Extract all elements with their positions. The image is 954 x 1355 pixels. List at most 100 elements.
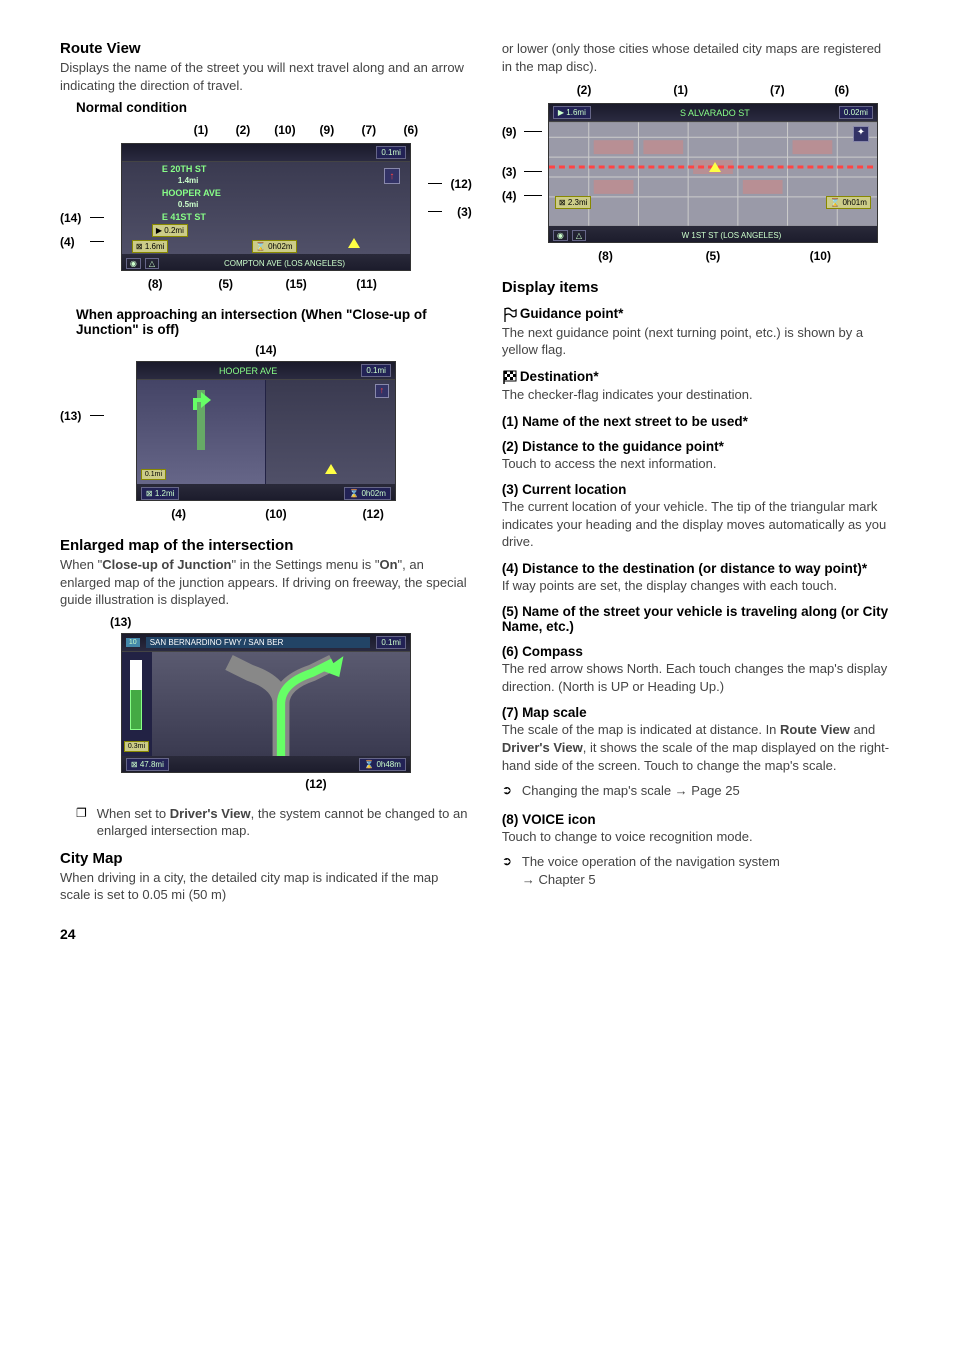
text: " in the Settings menu is " <box>231 557 379 572</box>
normal-condition-heading: Normal condition <box>76 100 472 115</box>
item6-body: The red arrow shows North. Each touch ch… <box>502 660 894 695</box>
nav-scale: 0.1mi <box>376 146 406 159</box>
vehicle-icon <box>709 162 721 172</box>
fig1-top-callouts: (1) (2) (10) (9) (7) (6) <box>60 121 472 139</box>
callout: (2) <box>222 123 264 137</box>
eta: 0h02m <box>268 242 292 251</box>
enlarged-body: When "Close-up of Junction" in the Setti… <box>60 556 472 609</box>
callout: (5) <box>659 249 766 263</box>
display-items-heading: Display items <box>502 279 894 296</box>
eta: 0h02m <box>361 489 385 498</box>
fig2-bottom-callouts: (4) (10) (12) <box>60 505 472 523</box>
vehicle-icon <box>325 464 337 474</box>
text: Guidance point* <box>520 306 624 321</box>
current-street: COMPTON AVE (LOS ANGELES) <box>163 259 406 268</box>
street-label: SAN BERNARDINO FWY / SAN BER <box>146 637 371 648</box>
figure-2-wrap: (14) (13) HOOPER AVE 0.1mi <box>60 343 472 523</box>
dest-dist: 1.6mi <box>145 242 165 251</box>
item7-heading: (7) Map scale <box>502 705 894 720</box>
item3-heading: (3) Current location <box>502 482 894 497</box>
item7-ref: ➲ Changing the map's scale → Page 25 <box>502 782 894 802</box>
item6-heading: (6) Compass <box>502 644 894 659</box>
compass-icon: ✦ <box>853 126 869 142</box>
eta: 0h01m <box>842 198 866 207</box>
fig1-bottom-callouts: (8) (5) (15) (11) <box>60 275 472 293</box>
callout: (8) <box>120 277 190 291</box>
freeway-junction-icon <box>152 652 410 756</box>
callout: (10) <box>264 123 306 137</box>
callout: (4) <box>130 507 227 521</box>
text: When set to <box>97 806 170 821</box>
eta: 0h48m <box>376 760 400 769</box>
callout: (6) <box>390 123 432 137</box>
text: Destination* <box>520 369 599 384</box>
street-label: E 20TH ST <box>162 164 207 174</box>
callout: (12) <box>160 777 472 791</box>
turn-arrow-icon <box>189 390 213 414</box>
item7-ref-text: Changing the map's scale → Page 25 <box>522 782 740 800</box>
text: and <box>850 722 875 737</box>
callout: (10) <box>227 507 324 521</box>
callout: (14) <box>60 343 472 357</box>
street-label: HOOPER AVE <box>162 188 221 198</box>
text: Driver's View <box>170 806 251 821</box>
item1-heading: (1) Name of the next street to be used* <box>502 414 894 429</box>
callout: (8) <box>552 249 659 263</box>
callout: (12) <box>450 177 471 191</box>
callout: (4) <box>60 235 75 249</box>
item8-ref: ➲ The voice operation of the navigation … <box>502 853 894 890</box>
guide-dist: 0.2mi <box>164 226 184 235</box>
nav-scale: 0.02mi <box>839 106 873 119</box>
callout: (7) <box>348 123 390 137</box>
item4-body: If way points are set, the display chang… <box>502 577 894 595</box>
figure-4-wrap: (2) (1) (7) (6) (9) (3) (4) ▶ 1.6mi S AL… <box>502 81 894 265</box>
item8-heading: (8) VOICE icon <box>502 812 894 827</box>
callout: (14) <box>60 211 81 225</box>
dest-dist: 1.2mi <box>155 489 175 498</box>
city-map-heading: City Map <box>60 850 472 867</box>
street-label: HOOPER AVE <box>141 366 355 376</box>
callout: (10) <box>767 249 874 263</box>
callout: (6) <box>810 83 874 97</box>
figure-3-nav-screenshot: 10 SAN BERNARDINO FWY / SAN BER 0.1mi 0.… <box>121 633 411 773</box>
current-street: W 1ST ST (LOS ANGELES) <box>590 231 873 240</box>
text: Driver's View <box>502 740 583 755</box>
item8-ref-text: The voice operation of the navigation sy… <box>522 853 780 888</box>
ref-icon: ➲ <box>502 782 512 802</box>
item4-heading: (4) Distance to the destination (or dist… <box>502 561 894 576</box>
street-dist: 1.4mi <box>178 176 198 185</box>
left-column: Route View Displays the name of the stre… <box>60 40 472 906</box>
callout: (2) <box>552 83 616 97</box>
item7-body: The scale of the map is indicated at dis… <box>502 721 894 774</box>
right-column: or lower (only those cities whose detail… <box>502 40 894 906</box>
callout: (3) <box>457 205 472 219</box>
ref-icon: ➲ <box>502 853 512 890</box>
compass-icon: ↑ <box>384 168 400 184</box>
text: Page 25 <box>688 783 740 798</box>
destination-body: The checker-flag indicates your destinat… <box>502 386 894 404</box>
item2-body: Touch to access the next information. <box>502 455 894 473</box>
vehicle-icon <box>348 238 360 248</box>
callout: (13) <box>110 615 472 629</box>
callout: (12) <box>325 507 422 521</box>
text: Chapter 5 <box>535 872 596 887</box>
figure-3-wrap: (13) 10 SAN BERNARDINO FWY / SAN BER 0.1… <box>60 615 472 791</box>
drivers-view-note: ❐ When set to Driver's View, the system … <box>76 805 472 842</box>
callout: (7) <box>745 83 809 97</box>
street-label: S ALVARADO ST <box>597 108 833 118</box>
fig4-bottom-callouts: (8) (5) (10) <box>502 247 894 265</box>
fig4-top-callouts: (2) (1) (7) (6) <box>502 81 894 99</box>
checker-flag-icon <box>502 369 518 385</box>
guidance-point-heading: Guidance point* <box>502 306 894 322</box>
destination-heading: Destination* <box>502 369 894 385</box>
approaching-heading: When approaching an intersection (When "… <box>76 307 472 337</box>
text: The scale of the map is indicated at dis… <box>502 722 780 737</box>
city-grid-icon <box>549 122 877 226</box>
callout: (1) <box>616 83 745 97</box>
callout: (9) <box>306 123 348 137</box>
street-dist: 0.5mi <box>178 200 198 209</box>
item8-body: Touch to change to voice recognition mod… <box>502 828 894 846</box>
city-map-body: When driving in a city, the detailed cit… <box>60 869 472 904</box>
callout: (13) <box>60 409 81 423</box>
drivers-view-note-text: When set to Driver's View, the system ca… <box>97 805 472 840</box>
